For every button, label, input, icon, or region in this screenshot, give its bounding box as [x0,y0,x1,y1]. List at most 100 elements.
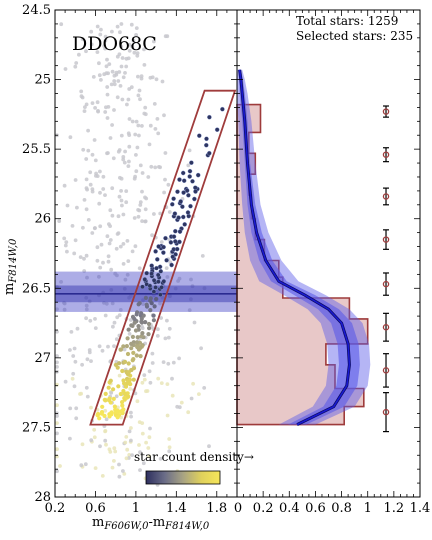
background-star [90,101,95,105]
background-star [108,136,113,140]
background-star [117,148,122,152]
selected-star [123,384,129,389]
selected-star [214,127,220,132]
background-star [70,376,75,381]
background-star [64,240,69,245]
background-star [82,256,86,261]
right-x-tick-label: 0.6 [305,501,326,516]
selected-star [154,296,159,302]
background-star [112,108,116,112]
selected-stars [95,106,225,421]
background-star [142,63,147,67]
error-marker [382,408,390,416]
selected-star [122,359,128,364]
background-star [166,335,171,340]
background-star [103,429,108,433]
background-star [55,414,59,418]
background-star [114,337,119,342]
background-star [163,177,167,182]
background-star [119,44,124,49]
background-star [119,133,124,138]
background-star [105,116,110,120]
background-star [140,431,145,436]
background-star [85,275,89,280]
background-star [98,190,102,195]
background-star [55,447,59,452]
background-star [170,393,175,398]
selected-star [120,403,125,408]
selected-star [177,239,182,245]
right-x-tick-label: 0 [234,501,242,516]
background-star [134,33,139,37]
background-star [143,219,148,224]
background-star [129,318,133,322]
background-star [84,303,89,308]
background-star [197,392,201,396]
background-star [112,446,117,451]
background-star [128,387,133,391]
selected-star [126,327,131,332]
background-star [63,379,68,384]
selected-star [149,271,154,277]
background-star [112,320,117,325]
background-star [165,413,170,418]
background-star [108,238,113,242]
colorbar [145,470,221,485]
selected-star [196,133,202,138]
right-x-tick-label: 1.2 [384,501,405,516]
background-star [71,354,76,358]
background-star [148,123,153,128]
background-star [72,384,77,389]
error-marker [382,280,390,288]
background-star [119,198,124,203]
background-star [118,30,122,35]
selected-star [158,292,163,298]
background-star [137,133,141,138]
selected-star [125,351,131,357]
selected-star [100,404,105,409]
background-star [119,22,124,26]
selected-star [134,353,139,358]
background-star [166,182,171,187]
background-star [112,344,116,348]
background-star [104,64,109,69]
background-star [99,78,103,82]
selected-star [142,277,148,282]
background-star [134,119,139,124]
background-star [87,348,92,352]
background-star [140,219,145,224]
background-star [82,109,87,113]
background-star [105,151,109,156]
selected-star [126,379,131,384]
selected-star [151,289,157,295]
background-star [83,462,88,467]
background-star [127,453,132,457]
background-star [109,267,114,272]
selected-star [97,416,102,421]
background-star [118,244,123,249]
background-star [129,426,133,430]
selected-star [190,178,195,184]
background-star [68,436,72,441]
background-star [110,465,115,470]
background-star [105,92,110,97]
background-star [103,38,108,43]
background-star [138,200,143,205]
selected-star [181,190,186,195]
background-star [98,265,103,270]
background-star [187,308,192,312]
background-star [123,71,127,75]
selected-star [180,214,186,220]
background-star [148,380,153,385]
background-star [82,198,87,202]
background-star [159,381,164,385]
background-star [133,244,138,249]
y-tick-label: 27 [34,351,51,366]
selected-stars-label: Selected stars: 235 [296,29,413,43]
background-star [65,203,70,208]
selected-star [108,378,113,383]
y-tick-label: 25 [34,73,51,88]
background-star [132,216,137,220]
background-star [150,233,155,238]
background-star [84,253,89,258]
